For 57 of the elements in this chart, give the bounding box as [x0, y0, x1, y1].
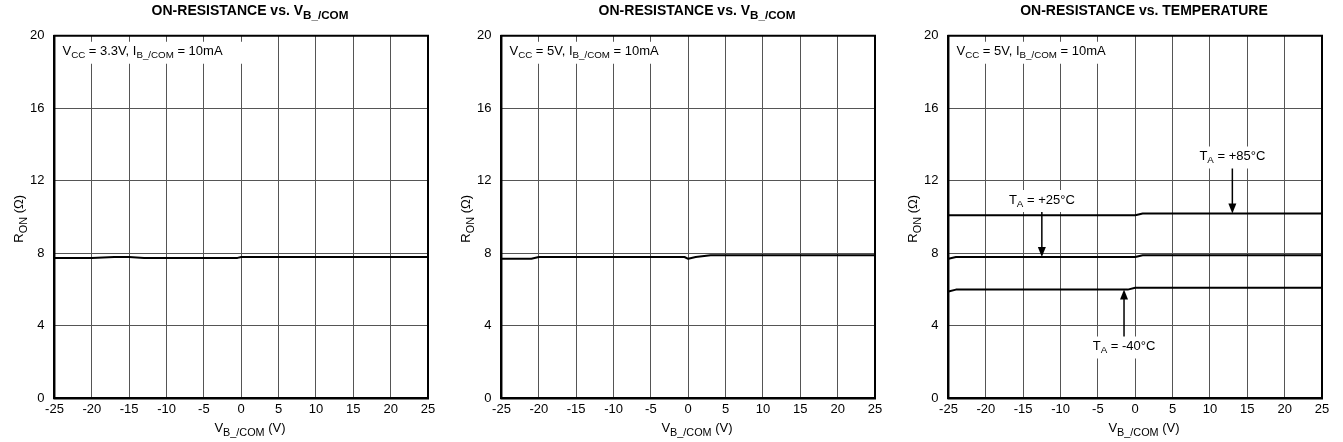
x-tick-label: -5	[645, 400, 657, 416]
x-tick-label: 20	[383, 400, 398, 416]
x-tick-label: -10	[604, 400, 623, 416]
y-tick-label: 12	[29, 172, 45, 188]
x-tick-label: -20	[976, 400, 996, 416]
x-tick-label: -25	[45, 400, 64, 416]
x-tick-label: -15	[566, 400, 586, 416]
x-tick-label: 0	[684, 400, 692, 416]
x-tick-label: -20	[82, 400, 102, 416]
x-axis-title: V$_{B_/COM}$ (V)	[213, 420, 287, 438]
y-tick-label: 12	[923, 172, 939, 188]
x-axis-title: V$_{B_/COM}$ (V)	[1107, 420, 1181, 438]
x-tick-label: 20	[830, 400, 845, 416]
x-tick-label: 20	[1277, 400, 1292, 416]
y-tick-label: 20	[923, 27, 939, 43]
x-tick-label: 15	[1240, 400, 1255, 416]
y-tick-label: 0	[484, 389, 492, 405]
x-tick-label: 15	[793, 400, 808, 416]
y-tick-label: 8	[484, 244, 492, 260]
y-tick-label: 12	[476, 172, 492, 188]
y-tick-label: 8	[37, 244, 45, 260]
chart-title: ON-RESISTANCE vs. V$_{B_/COM}$	[150, 2, 350, 21]
y-tick-label: 20	[476, 27, 492, 43]
x-tick-label: -5	[1092, 400, 1104, 416]
x-tick-label: -10	[1051, 400, 1070, 416]
x-tick-label: 10	[308, 400, 324, 416]
x-tick-label: 10	[755, 400, 771, 416]
x-tick-label: -25	[492, 400, 511, 416]
y-tick-label: 16	[29, 99, 45, 115]
y-tick-label: 4	[37, 317, 45, 333]
y-tick-label: 20	[29, 27, 45, 43]
x-tick-label: 0	[1131, 400, 1139, 416]
x-tick-label: 10	[1202, 400, 1218, 416]
x-tick-label: 5	[274, 400, 283, 416]
y-tick-label: 16	[923, 99, 939, 115]
x-tick-label: -25	[939, 400, 958, 416]
x-tick-label: 25	[1314, 400, 1330, 416]
x-tick-label: 0	[237, 400, 245, 416]
x-tick-label: -5	[198, 400, 210, 416]
y-tick-label: 0	[931, 389, 939, 405]
x-tick-label: -15	[1013, 400, 1033, 416]
x-axis-title: V$_{B_/COM}$ (V)	[660, 420, 734, 438]
x-tick-label: 5	[1168, 400, 1177, 416]
chart-title: ON-RESISTANCE vs. V$_{B_/COM}$	[597, 2, 797, 21]
x-tick-label: 15	[346, 400, 361, 416]
y-tick-label: 8	[931, 244, 939, 260]
x-tick-label: 5	[721, 400, 730, 416]
x-tick-label: -10	[157, 400, 176, 416]
chart-title: ON-RESISTANCE vs. TEMPERATURE	[1019, 2, 1269, 18]
x-tick-label: 25	[420, 400, 436, 416]
y-tick-label: 0	[37, 389, 45, 405]
y-tick-label: 4	[931, 317, 939, 333]
x-tick-label: 25	[867, 400, 883, 416]
y-tick-label: 4	[484, 317, 492, 333]
x-tick-label: -20	[529, 400, 549, 416]
y-tick-label: 16	[476, 99, 492, 115]
x-tick-label: -15	[119, 400, 139, 416]
